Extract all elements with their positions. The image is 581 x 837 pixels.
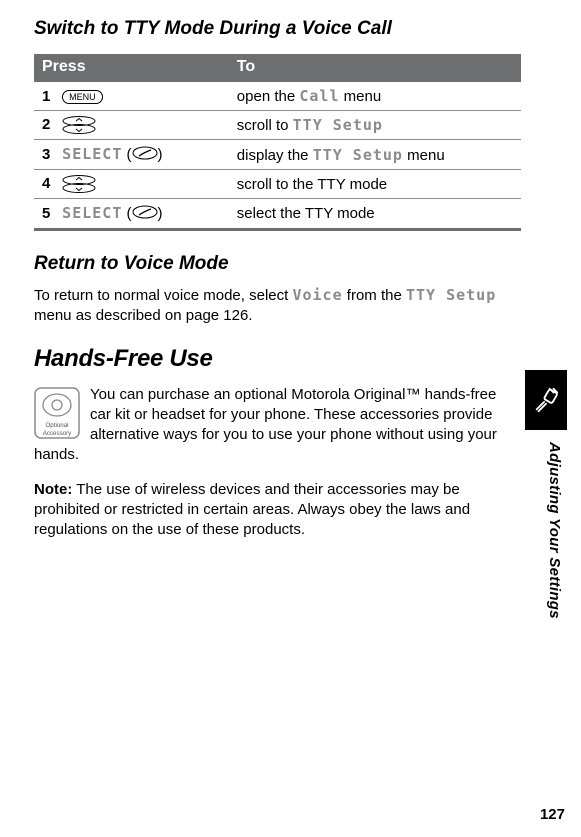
to-text: select the TTY mode [237,205,375,222]
handsfree-block: Optional Accessory You can purchase an o… [34,385,521,466]
return-voice-text: To return to normal voice mode, select V… [34,285,521,327]
text: To return to normal voice mode, select [34,287,292,304]
press-cell: 1 MENU [34,81,229,111]
to-text: scroll to [237,117,293,134]
scroll-key-icon [62,175,96,193]
table-row: 1 MENU open the Call menu [34,81,521,111]
to-mono: Call [299,87,339,105]
menu-key-icon: MENU [62,90,103,104]
handsfree-para: You can purchase an optional Motorola Or… [34,385,521,466]
optional-accessory-icon: Optional Accessory [34,387,80,439]
to-text-post: menu [403,147,445,164]
mono: Voice [292,286,342,304]
select-softkey-label: SELECT [62,204,122,222]
to-text: open the [237,88,300,105]
text: menu as described on page 126. [34,307,253,324]
page-content: Switch to TTY Mode During a Voice Call P… [0,0,581,540]
col-press: Press [34,54,229,81]
right-softkey-icon [132,205,158,223]
right-softkey-icon [132,146,158,164]
side-section-label: Adjusting Your Settings [546,442,563,619]
to-mono: TTY Setup [313,146,403,164]
select-softkey-label: SELECT [62,145,122,163]
col-to: To [229,54,521,81]
text: from the [343,287,406,304]
step-number: 3 [42,146,58,163]
scroll-key-icon [62,116,96,134]
step-number: 5 [42,205,58,222]
paren-close: ) [158,205,163,222]
to-cell: open the Call menu [229,81,521,111]
press-cell: 5 SELECT () [34,199,229,230]
to-cell: select the TTY mode [229,199,521,230]
side-tab-icon [525,370,567,430]
to-cell: display the TTY Setup menu [229,140,521,170]
mono: TTY Setup [406,286,496,304]
step-number: 4 [42,175,58,192]
heading-return-voice: Return to Voice Mode [34,253,521,275]
note-body: The use of wireless devices and their ac… [34,481,470,539]
press-cell: 4 [34,170,229,199]
to-cell: scroll to TTY Setup [229,111,521,140]
step-number: 1 [42,88,58,105]
note-label: Note: [34,481,72,498]
to-text: display the [237,147,313,164]
note-text: Note: The use of wireless devices and th… [34,480,521,541]
to-text: scroll to the TTY mode [237,176,387,193]
paren-close: ) [158,146,163,163]
heading-handsfree: Hands-Free Use [34,345,521,373]
table-row: 2 scroll to TTY Setup [34,111,521,140]
heading-switch-tty: Switch to TTY Mode During a Voice Call [34,18,521,40]
table-header-row: Press To [34,54,521,81]
table-row: 5 SELECT () select the TTY mode [34,199,521,230]
table-row: 3 SELECT () display the TTY Setup menu [34,140,521,170]
accessory-bottom-label: Accessory [43,430,72,437]
to-text-post: menu [339,88,381,105]
press-cell: 2 [34,111,229,140]
to-cell: scroll to the TTY mode [229,170,521,199]
steps-table: Press To 1 MENU open the Call menu 2 [34,54,521,231]
page-number: 127 [540,806,565,823]
to-mono: TTY Setup [293,116,383,134]
press-cell: 3 SELECT () [34,140,229,170]
step-number: 2 [42,116,58,133]
table-row: 4 scroll to the TTY mode [34,170,521,199]
accessory-top-label: Optional [45,422,68,429]
